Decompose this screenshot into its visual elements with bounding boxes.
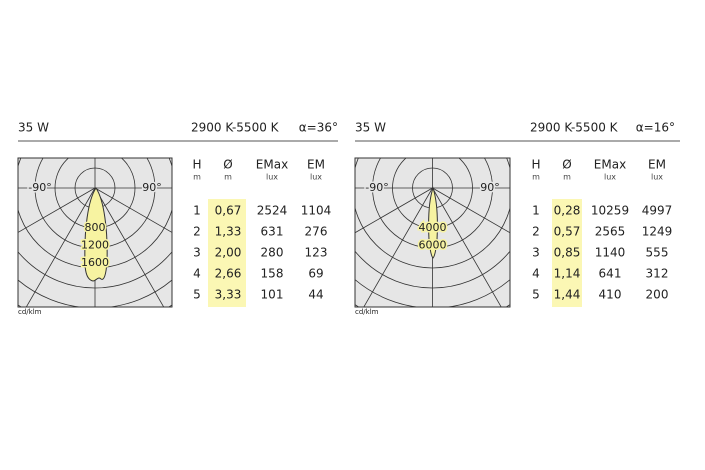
spoke <box>18 187 96 233</box>
spoke <box>355 187 433 234</box>
cell: 2 <box>532 225 540 239</box>
cell: 5 <box>193 288 201 302</box>
cell: 1 <box>193 204 201 218</box>
col-header: H <box>531 158 540 172</box>
angle: α=36° <box>299 121 338 135</box>
spoke <box>94 187 165 307</box>
cell: 2,00 <box>215 246 242 260</box>
cell: 3,33 <box>215 288 242 302</box>
highlight <box>208 199 246 307</box>
cell: 101 <box>261 288 284 302</box>
cell: 2524 <box>257 204 288 218</box>
cell: 3 <box>532 246 540 260</box>
spoke <box>432 187 510 234</box>
power: 35 W <box>18 121 49 135</box>
spoke <box>432 187 502 307</box>
cell: 1,44 <box>554 288 581 302</box>
light-distribution <box>84 187 108 282</box>
cell: 276 <box>305 225 328 239</box>
cell: 158 <box>261 267 284 281</box>
cell: 0,57 <box>554 225 581 239</box>
cell: 641 <box>599 267 622 281</box>
cell: 280 <box>261 246 284 260</box>
cell: 5 <box>532 288 540 302</box>
cell: 631 <box>261 225 284 239</box>
unit: cd/klm <box>18 308 42 316</box>
col-header: H <box>192 158 201 172</box>
col-header: Ø <box>223 158 232 172</box>
col-header: EM <box>307 158 325 172</box>
cell: 69 <box>308 267 323 281</box>
cell: 410 <box>599 288 622 302</box>
light-distribution <box>428 186 438 259</box>
cell: 123 <box>305 246 328 260</box>
col-header: EM <box>648 158 666 172</box>
col-header: EMax <box>256 158 288 172</box>
angle: α=16° <box>636 121 675 135</box>
cell: 1 <box>532 204 540 218</box>
cell: 3 <box>193 246 201 260</box>
cell: 555 <box>646 246 669 260</box>
ring-label: 6000 <box>419 239 447 252</box>
col-unit: m <box>224 173 232 182</box>
ring-label: 1600 <box>81 256 109 269</box>
col-header: EMax <box>594 158 626 172</box>
angle-label: 90° <box>480 181 500 194</box>
cct: 2900 K-5500 K <box>191 121 280 135</box>
cell: 4 <box>532 267 540 281</box>
angle-label: -90° <box>365 181 388 194</box>
cell: 10259 <box>591 204 629 218</box>
power: 35 W <box>355 121 386 135</box>
col-unit: m <box>563 173 571 182</box>
angle-label: 90° <box>142 181 162 194</box>
cell: 4997 <box>642 204 673 218</box>
spoke <box>25 187 96 307</box>
ring-label: 4000 <box>419 221 447 234</box>
cell: 1249 <box>642 225 673 239</box>
cell: 2565 <box>595 225 626 239</box>
col-unit: lux <box>604 173 616 182</box>
cell: 1,14 <box>554 267 581 281</box>
angle-label: -90° <box>28 181 51 194</box>
cell: 2,66 <box>215 267 242 281</box>
cell: 312 <box>646 267 669 281</box>
highlight <box>552 199 582 307</box>
cell: 200 <box>646 288 669 302</box>
cell: 0,28 <box>554 204 581 218</box>
col-unit: m <box>193 173 201 182</box>
cell: 2 <box>193 225 201 239</box>
col-header: Ø <box>562 158 571 172</box>
col-unit: lux <box>651 173 663 182</box>
col-unit: lux <box>310 173 322 182</box>
spoke <box>363 187 433 307</box>
col-unit: lux <box>266 173 278 182</box>
cell: 0,67 <box>215 204 242 218</box>
cell: 1140 <box>595 246 626 260</box>
cell: 4 <box>193 267 201 281</box>
col-unit: m <box>532 173 540 182</box>
cct: 2900 K-5500 K <box>530 121 619 135</box>
ring-label: 800 <box>85 221 106 234</box>
cell: 1,33 <box>215 225 242 239</box>
unit: cd/klm <box>355 308 379 316</box>
cell: 44 <box>308 288 323 302</box>
cell: 0,85 <box>554 246 581 260</box>
cell: 1104 <box>301 204 332 218</box>
spoke <box>94 187 172 233</box>
ring-label: 1200 <box>81 239 109 252</box>
